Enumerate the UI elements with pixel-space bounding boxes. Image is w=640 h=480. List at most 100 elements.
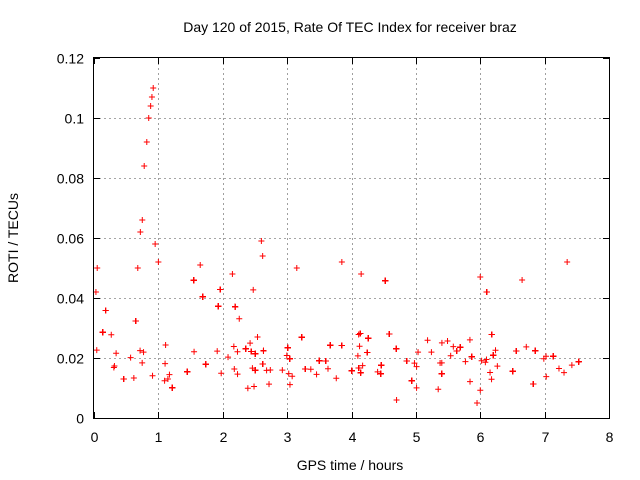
data-point bbox=[492, 347, 499, 354]
data-point bbox=[447, 352, 454, 359]
data-point bbox=[132, 317, 139, 324]
data-point bbox=[251, 383, 258, 390]
data-point bbox=[141, 163, 148, 169]
data-point bbox=[374, 368, 381, 375]
data-point bbox=[483, 356, 490, 363]
data-point bbox=[450, 343, 457, 350]
data-point bbox=[259, 361, 266, 368]
data-point bbox=[259, 253, 266, 259]
data-point bbox=[338, 342, 345, 349]
data-point bbox=[140, 349, 147, 356]
data-point bbox=[258, 238, 265, 244]
data-point bbox=[252, 367, 259, 374]
data-point bbox=[428, 349, 435, 356]
data-point bbox=[298, 334, 305, 341]
x-tick-label: 8 bbox=[606, 429, 614, 445]
data-point bbox=[550, 353, 557, 360]
data-point bbox=[474, 400, 481, 406]
data-point bbox=[254, 334, 261, 340]
data-point bbox=[543, 373, 550, 380]
data-point bbox=[236, 315, 243, 322]
data-point bbox=[199, 293, 206, 300]
data-point bbox=[284, 344, 291, 351]
data-point bbox=[99, 329, 106, 336]
data-point bbox=[338, 259, 345, 265]
data-point bbox=[530, 381, 537, 388]
y-tick-label: 0.12 bbox=[57, 51, 84, 67]
data-point bbox=[190, 277, 197, 284]
data-point bbox=[478, 357, 485, 364]
data-point bbox=[214, 348, 221, 355]
data-point bbox=[161, 377, 168, 384]
data-point bbox=[568, 362, 575, 369]
x-tick-label: 4 bbox=[349, 429, 357, 445]
data-point bbox=[468, 353, 475, 360]
y-tick-label: 0.02 bbox=[57, 351, 84, 367]
data-point bbox=[267, 366, 274, 373]
y-axis-label: ROTI / TECUs bbox=[5, 193, 21, 283]
data-point bbox=[327, 342, 334, 349]
data-point bbox=[231, 365, 238, 372]
data-point bbox=[152, 241, 159, 247]
data-point bbox=[322, 358, 329, 365]
data-point bbox=[197, 262, 204, 268]
data-point bbox=[523, 343, 530, 350]
data-point bbox=[488, 331, 495, 338]
data-point bbox=[149, 372, 156, 379]
data-point bbox=[413, 363, 420, 370]
data-point bbox=[248, 348, 255, 355]
chart-title: Day 120 of 2015, Rate Of TEC Index for r… bbox=[183, 19, 517, 35]
data-point bbox=[191, 348, 198, 355]
data-point bbox=[358, 271, 365, 277]
data-point bbox=[364, 349, 371, 356]
data-point bbox=[477, 274, 484, 280]
data-point bbox=[453, 348, 460, 355]
data-point bbox=[424, 337, 431, 344]
y-tick-label: 0.08 bbox=[57, 171, 84, 187]
x-tick-label: 5 bbox=[413, 429, 421, 445]
data-point bbox=[494, 363, 501, 370]
data-point bbox=[483, 288, 490, 295]
data-point bbox=[293, 265, 300, 271]
data-point bbox=[413, 384, 420, 391]
x-tick-label: 7 bbox=[542, 429, 550, 445]
data-point bbox=[229, 271, 236, 277]
data-point bbox=[289, 373, 296, 380]
data-point bbox=[564, 259, 571, 265]
data-point bbox=[359, 362, 366, 369]
x-axis-label: GPS time / hours bbox=[297, 457, 404, 473]
data-point bbox=[466, 336, 473, 343]
data-point bbox=[215, 303, 222, 310]
data-point bbox=[438, 339, 445, 346]
data-point bbox=[437, 360, 444, 367]
data-point bbox=[244, 385, 251, 392]
data-point bbox=[302, 365, 309, 372]
data-point bbox=[356, 343, 363, 350]
data-point bbox=[477, 387, 484, 394]
data-point bbox=[488, 376, 495, 383]
x-tick-label: 3 bbox=[284, 429, 292, 445]
data-point bbox=[139, 359, 146, 366]
data-point bbox=[155, 259, 162, 265]
data-point bbox=[378, 362, 385, 369]
data-point bbox=[444, 338, 451, 345]
data-point bbox=[513, 348, 520, 355]
data-point bbox=[357, 330, 364, 337]
data-point bbox=[435, 386, 442, 393]
x-tick-label: 6 bbox=[477, 429, 485, 445]
data-points bbox=[92, 85, 582, 406]
data-point bbox=[217, 286, 224, 293]
data-point bbox=[393, 397, 400, 403]
data-point bbox=[393, 345, 400, 352]
data-point bbox=[354, 352, 361, 359]
data-point bbox=[333, 375, 340, 382]
data-point bbox=[169, 384, 176, 391]
y-tick-label: 0 bbox=[76, 411, 84, 427]
data-point bbox=[260, 347, 267, 354]
y-axis: 0 0.02 0.04 0.06 0.08 0.1 0.12 bbox=[57, 51, 609, 427]
data-point bbox=[266, 381, 273, 388]
plot-frame bbox=[93, 57, 610, 419]
data-point bbox=[279, 367, 286, 374]
data-point bbox=[162, 341, 169, 348]
data-point bbox=[487, 369, 494, 376]
